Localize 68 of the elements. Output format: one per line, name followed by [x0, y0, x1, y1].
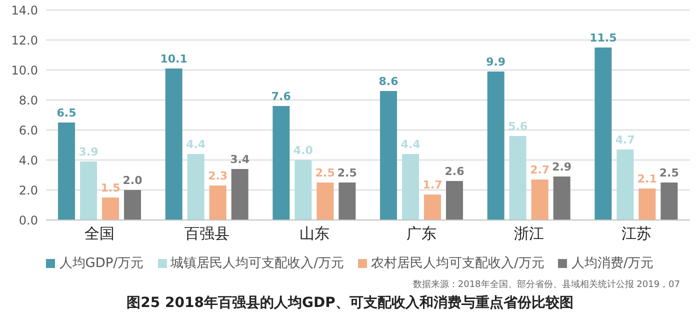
data-label: 2.1	[637, 172, 657, 186]
bar	[553, 176, 570, 220]
y-tick-label: 2.0	[18, 183, 38, 198]
data-label: 11.5	[590, 32, 617, 44]
bar	[338, 182, 356, 220]
bar	[402, 154, 419, 220]
bar	[509, 136, 526, 220]
bar	[638, 188, 656, 220]
bar	[58, 122, 75, 220]
data-label: 10.1	[160, 52, 188, 66]
data-label: 2.6	[444, 165, 465, 178]
y-tick-label: 14.0	[11, 3, 38, 18]
data-label: 4.7	[615, 134, 635, 146]
x-tick-label: 江苏	[621, 224, 652, 243]
x-tick-label: 浙江	[514, 224, 544, 243]
bar	[616, 150, 634, 220]
data-label: 8.6	[378, 75, 399, 88]
bar	[187, 154, 204, 220]
bar	[594, 48, 612, 220]
bar	[231, 169, 248, 220]
data-label: 2.0	[122, 174, 143, 187]
bar	[102, 198, 119, 220]
bar	[124, 190, 141, 220]
legend-label: 人均消费/万元	[571, 255, 654, 272]
y-tick-label: 12.0	[11, 33, 38, 48]
source-note: 数据来源：2018年全国、部分省份、县域相关统计公报 2019，07	[412, 278, 681, 291]
bar	[531, 180, 548, 220]
data-label: 4.4	[400, 138, 421, 151]
data-label: 4.4	[186, 138, 206, 151]
x-tick-label: 山东	[299, 224, 330, 243]
data-label: 7.6	[271, 90, 292, 103]
data-label: 1.7	[422, 178, 442, 192]
text: 图25 2018年百强县的人均GDP、可支配收入和消费与重点省份比较图	[126, 294, 574, 312]
y-tick-label: 10.0	[11, 63, 38, 78]
x-tick-label: 广东	[406, 224, 437, 243]
data-label: 3.9	[78, 146, 98, 158]
y-tick-label: 0.0	[18, 213, 38, 228]
legend-label: 人均GDP/万元	[59, 255, 144, 272]
y-tick-label: 8.0	[18, 93, 38, 108]
bar	[294, 160, 312, 220]
data-label: 9.9	[486, 56, 506, 68]
y-tick-label: 6.0	[18, 123, 38, 138]
data-label: 5.6	[508, 120, 528, 133]
data-label: 2.5	[315, 166, 335, 180]
data-label: 6.5	[56, 106, 76, 120]
bar	[487, 72, 504, 220]
bar	[272, 106, 290, 220]
bar	[446, 181, 463, 220]
bar	[165, 68, 182, 220]
data-label: 4.0	[293, 144, 314, 157]
bar	[80, 162, 97, 220]
data-label: 2.3	[208, 170, 228, 182]
bar	[424, 194, 441, 220]
legend-label: 农村居民人均可支配收入/万元	[370, 255, 544, 272]
bar	[316, 182, 334, 220]
data-label: 2.7	[530, 164, 550, 176]
data-label: 1.5	[100, 182, 120, 194]
bar	[380, 91, 397, 220]
bar	[209, 186, 226, 220]
bar	[660, 182, 678, 220]
data-label: 3.4	[230, 153, 250, 166]
data-label: 2.9	[552, 160, 572, 174]
legend-label: 城镇居民人均可支配收入/万元	[170, 255, 344, 272]
data-label: 2.5	[659, 166, 679, 180]
data-label: 2.5	[337, 166, 357, 180]
y-tick-label: 4.0	[18, 153, 38, 168]
x-tick-label: 全国	[84, 224, 115, 243]
x-tick-label: 百强县	[184, 224, 230, 243]
